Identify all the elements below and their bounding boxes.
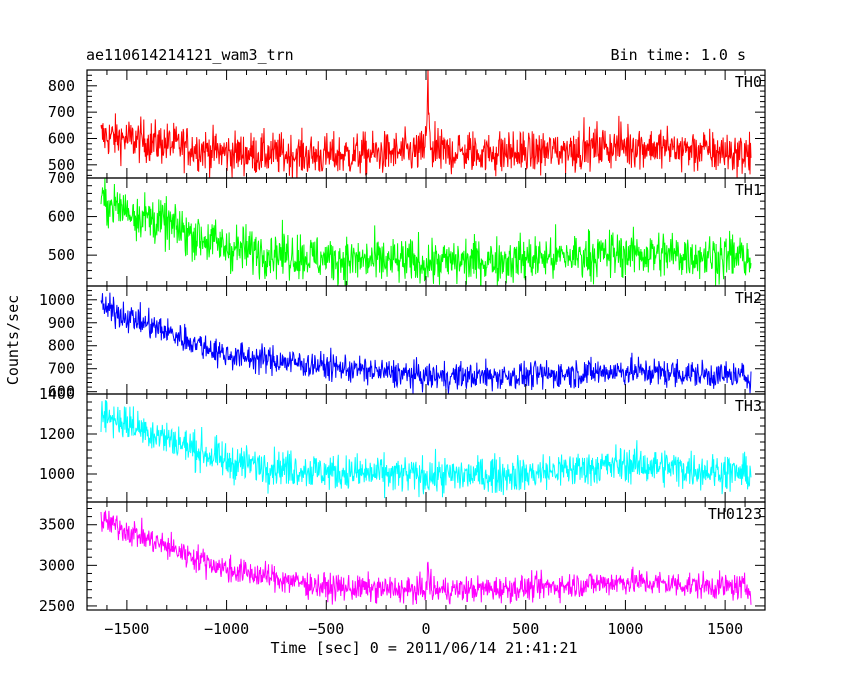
y-tick-label: 1000 <box>39 291 75 309</box>
panel-th2: TH2 600 700 800 900 1000 <box>39 285 766 401</box>
x-tick-label: 500 <box>512 620 539 638</box>
x-tick-label: −1500 <box>104 620 149 638</box>
y-tick-label: 3500 <box>39 516 75 534</box>
y-tick-label: 800 <box>48 77 75 95</box>
x-tick-labels: −1500 −1000 −500 0 500 1000 1500 <box>104 620 743 638</box>
chart-title: ae110614214121_wam3_trn <box>86 46 294 64</box>
y-tick-label: 1400 <box>39 385 75 403</box>
y-tick-label: 800 <box>48 337 75 355</box>
y-tick-label: 500 <box>48 156 75 174</box>
series-th3-line <box>100 400 752 499</box>
y-tick-label: 500 <box>48 246 75 264</box>
y-tick-label: 1000 <box>39 465 75 483</box>
y-axis-label: Counts/sec <box>4 295 22 385</box>
x-tick-label: −500 <box>308 620 344 638</box>
x-tick-label: 1000 <box>607 620 643 638</box>
x-tick-label: 0 <box>421 620 430 638</box>
y-tick-label: 600 <box>48 383 75 401</box>
panels-group: TH0 500 600 700 800 TH1 500 600 700 TH2 600 700 800 9… <box>39 69 766 615</box>
series-th0-line <box>100 70 752 178</box>
panel-th0: TH0 500 600 700 800 <box>48 69 766 179</box>
panel-th3: TH3 1000 1200 1400 <box>39 385 766 503</box>
y-tick-label: 700 <box>48 169 75 187</box>
panel-label-th1: TH1 <box>735 181 762 199</box>
panel-frame <box>86 393 766 503</box>
x-tick-label: 1500 <box>707 620 743 638</box>
series-th1-line <box>100 178 752 286</box>
bin-time-label: Bin time: 1.0 s <box>611 46 746 64</box>
panel-label-th3: TH3 <box>735 397 762 415</box>
y-tick-label: 700 <box>48 360 75 378</box>
panel-label-th2: TH2 <box>735 289 762 307</box>
y-tick-label: 900 <box>48 314 75 332</box>
panel-th1: TH1 500 600 700 <box>48 169 766 287</box>
series-th0123-line <box>100 510 752 605</box>
x-tick-label: −1000 <box>204 620 249 638</box>
y-tick-label: 3000 <box>39 556 75 574</box>
panel-label-th0: TH0 <box>735 73 762 91</box>
panel-label-th0123: TH0123 <box>708 505 762 523</box>
y-tick-label: 2500 <box>39 597 75 615</box>
panel-th0123: TH0123 2500 3000 3500 <box>39 501 766 615</box>
y-tick-label: 600 <box>48 208 75 226</box>
y-tick-label: 600 <box>48 129 75 147</box>
y-tick-label: 1200 <box>39 425 75 443</box>
y-tick-label: 700 <box>48 103 75 121</box>
x-axis-label: Time [sec] 0 = 2011/06/14 21:41:21 <box>270 639 577 657</box>
series-th2-line <box>100 292 752 394</box>
